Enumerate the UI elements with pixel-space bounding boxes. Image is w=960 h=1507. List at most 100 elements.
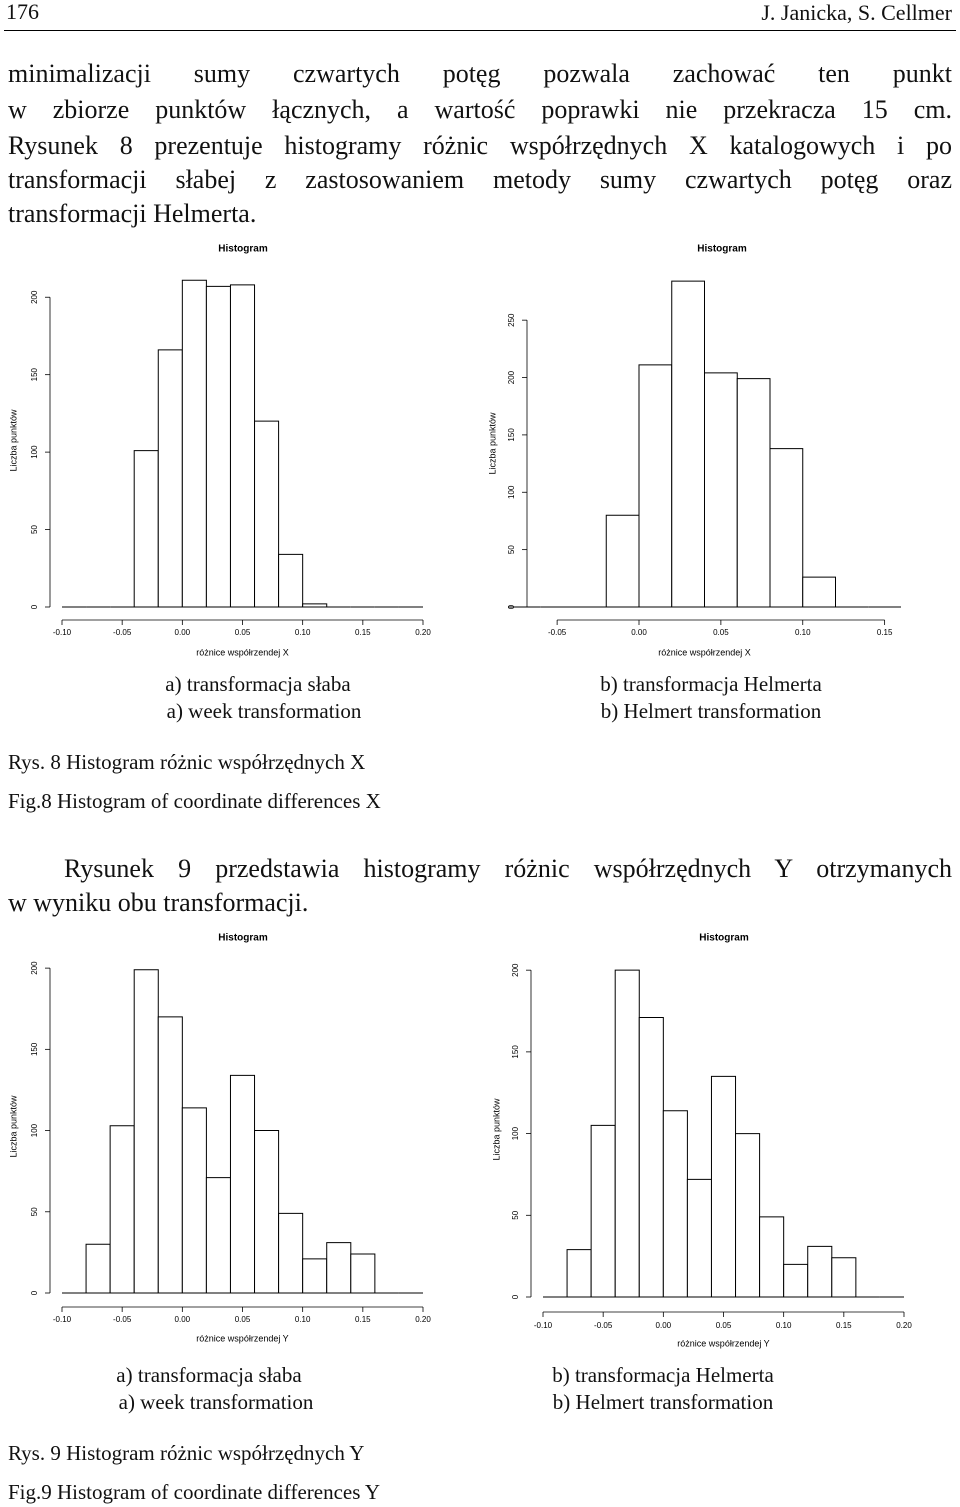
caption: b) Helmert transformation: [552, 1390, 774, 1414]
chart-title: Histogram: [697, 244, 747, 255]
x-tick-label: 0.00: [175, 1315, 191, 1324]
histogram-bar: [704, 372, 738, 608]
x-tick-label: 0.20: [415, 1315, 431, 1324]
y-tick-label: 50: [511, 1210, 520, 1219]
text-line: w zbiorze punktów łącznych, a wartość po…: [8, 95, 952, 124]
text-line: minimalizacji sumy czwartych potęg pozwa…: [8, 59, 952, 88]
y-tick-label: 200: [511, 963, 520, 977]
y-tick-label: 0: [30, 1290, 39, 1295]
x-tick-label: -0.10: [53, 1315, 72, 1324]
x-tick-label: -0.10: [534, 1321, 553, 1330]
x-axis-label: różnice współrzendej X: [196, 647, 289, 657]
histogram-bar: [133, 450, 159, 608]
histogram-bar: [254, 1130, 280, 1294]
x-tick-label: 0.15: [836, 1321, 852, 1330]
histogram-bar: [109, 1125, 135, 1294]
histogram-bar: [605, 514, 640, 608]
histogram-bar: [614, 969, 640, 1298]
x-axis-label: różnice współrzendej X: [658, 647, 751, 657]
histogram-bar: [133, 969, 159, 1294]
histogram-bar: [759, 1216, 785, 1298]
x-tick-label: 0.00: [631, 628, 647, 637]
x-tick-label: 0.20: [896, 1321, 912, 1330]
x-tick-label: 0.05: [235, 628, 251, 637]
histogram-bar: [254, 420, 280, 608]
figure-caption: Fig.8 Histogram of coordinate difference…: [8, 789, 381, 813]
x-tick-label: 0.15: [877, 628, 893, 637]
text-line: transformacji Helmerta.: [8, 199, 257, 228]
x-tick-label: -0.10: [53, 628, 72, 637]
text-line: w wyniku obu transformacji.: [8, 888, 309, 917]
chart-title: Histogram: [218, 933, 268, 944]
histogram-bar: [638, 364, 673, 608]
histogram-bar: [686, 1178, 712, 1298]
running-header: J. Janicka, S. Cellmer: [761, 0, 952, 25]
caption: a) transformacja słaba: [116, 1363, 302, 1387]
histogram-bar: [302, 603, 328, 608]
x-tick-label: 0.15: [355, 1315, 371, 1324]
histogram-bar: [671, 280, 705, 608]
histogram-bar: [278, 553, 304, 608]
x-tick-label: 0.00: [175, 628, 191, 637]
y-axis-label: Liczba punktów: [491, 1098, 501, 1161]
figure-caption: Fig.9 Histogram of coordinate difference…: [8, 1480, 381, 1504]
y-tick-label: 200: [30, 290, 39, 304]
histogram-bar: [205, 285, 231, 608]
chart-title: Histogram: [218, 244, 268, 255]
x-tick-label: -0.05: [113, 628, 132, 637]
histogram-bar: [566, 1249, 592, 1298]
histogram-bar: [157, 349, 183, 608]
figure-caption: Rys. 8 Histogram różnic współrzędnych X: [8, 750, 366, 774]
y-tick-label: 200: [507, 370, 516, 384]
histogram-bar: [205, 1177, 231, 1294]
x-tick-label: -0.05: [594, 1321, 613, 1330]
x-tick-label: 0.05: [713, 628, 729, 637]
x-axis-label: różnice współrzendej Y: [677, 1338, 769, 1348]
y-tick-label: 50: [507, 545, 516, 554]
caption: b) transformacja Helmerta: [600, 672, 822, 696]
x-tick-label: -0.05: [113, 1315, 132, 1324]
chart-title: Histogram: [699, 933, 749, 944]
figure-caption: Rys. 9 Histogram różnic współrzędnych Y: [8, 1441, 365, 1465]
x-tick-label: 0.10: [295, 1315, 311, 1324]
histogram-bar: [181, 279, 207, 608]
x-tick-label: 0.20: [415, 628, 431, 637]
histogram-bar: [769, 448, 804, 608]
text-line: Rysunek 8 prezentuje histogramy różnic w…: [8, 131, 952, 160]
histogram-bar: [783, 1263, 809, 1298]
y-tick-label: 50: [30, 525, 39, 534]
histogram-bar: [736, 378, 771, 608]
y-tick-label: 250: [507, 313, 516, 327]
y-tick-label: 100: [511, 1126, 520, 1140]
header-rule: [4, 30, 956, 31]
histogram-bar: [229, 284, 256, 608]
histogram-bar: [229, 1074, 256, 1294]
x-axis-label: różnice współrzendej Y: [196, 1333, 288, 1343]
x-tick-label: 0.10: [795, 628, 811, 637]
x-tick-label: -0.05: [548, 628, 567, 637]
y-tick-label: 0: [30, 604, 39, 609]
histogram-bar: [831, 1257, 857, 1298]
y-axis-label: Liczba punktów: [8, 409, 18, 472]
histogram-bar: [85, 1243, 111, 1294]
y-tick-label: 150: [507, 428, 516, 442]
caption: b) transformacja Helmerta: [552, 1363, 774, 1387]
y-tick-label: 100: [30, 445, 39, 459]
x-tick-label: 0.10: [776, 1321, 792, 1330]
y-tick-label: 150: [30, 367, 39, 381]
y-tick-label: 150: [30, 1042, 39, 1056]
caption: b) Helmert transformation: [600, 699, 822, 723]
caption: a) transformacja słaba: [165, 672, 351, 696]
y-tick-label: 150: [511, 1045, 520, 1059]
histogram-bar: [735, 1133, 761, 1298]
x-tick-label: 0.00: [656, 1321, 672, 1330]
y-tick-label: 100: [30, 1123, 39, 1137]
y-axis-label: Liczba punktów: [487, 412, 497, 475]
y-tick-label: 100: [507, 485, 516, 499]
y-tick-label: 0: [511, 1294, 520, 1299]
x-tick-label: 0.05: [235, 1315, 251, 1324]
caption: a) week transformation: [118, 1390, 314, 1414]
y-axis-label: Liczba punktów: [8, 1095, 18, 1158]
